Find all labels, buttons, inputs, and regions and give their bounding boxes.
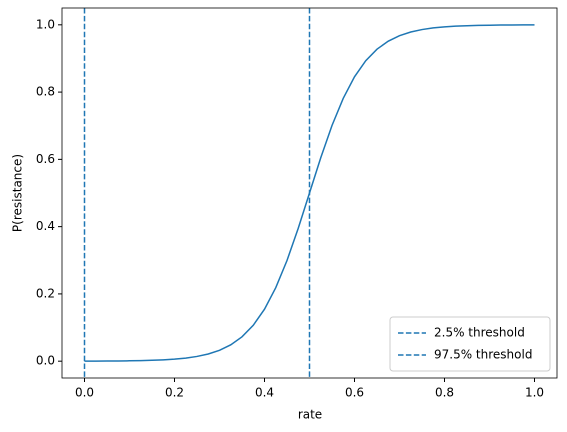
y-tick-label: 0.8 xyxy=(36,85,55,99)
x-tick-label: 0.4 xyxy=(255,386,274,400)
y-tick-label: 0.4 xyxy=(36,219,55,233)
x-tick-label: 1.0 xyxy=(525,386,544,400)
legend-label: 97.5% threshold xyxy=(434,348,532,362)
x-tick-label: 0.0 xyxy=(75,386,94,400)
legend-box xyxy=(389,316,551,372)
x-tick-label: 0.6 xyxy=(345,386,364,400)
legend-label: 2.5% threshold xyxy=(434,326,525,340)
y-tick-label: 0.0 xyxy=(36,354,55,368)
y-axis-label: P(resistance) xyxy=(11,154,25,232)
x-axis-label: rate xyxy=(298,408,322,422)
x-tick-label: 0.2 xyxy=(165,386,184,400)
plot-frame xyxy=(61,7,558,379)
x-tick-label: 0.8 xyxy=(435,386,454,400)
y-tick-label: 1.0 xyxy=(36,17,55,31)
y-tick-label: 0.2 xyxy=(36,286,55,300)
y-tick-label: 0.6 xyxy=(36,152,55,166)
